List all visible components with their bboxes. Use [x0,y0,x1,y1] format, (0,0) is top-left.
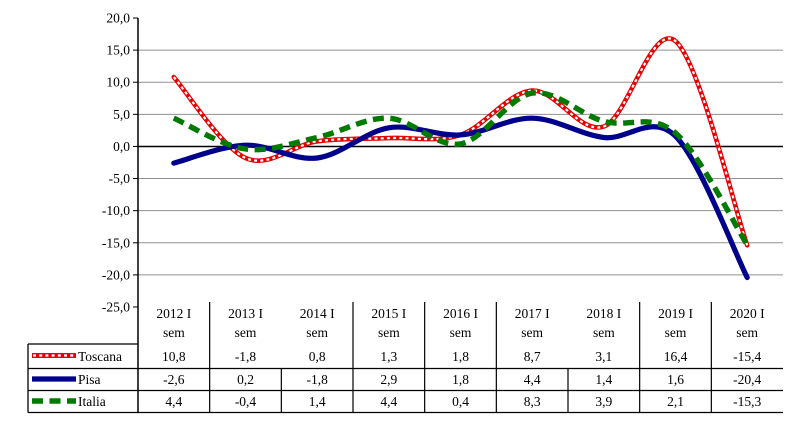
y-axis-label: -25,0 [102,300,130,315]
table-cell-toscana-6: 3,1 [595,349,612,364]
table-cell-toscana-1: -1,8 [235,349,257,364]
table-column-header-sem: sem [378,325,400,340]
table-column-header-sem: sem [163,325,185,340]
y-axis-label: 10,0 [106,75,130,90]
table-cell-italia-8: -15,3 [733,394,761,409]
y-axis-label: -20,0 [102,267,130,282]
y-axis-label: -5,0 [109,171,131,186]
table-column-header: 2013 I [228,306,263,321]
table-column-header-sem: sem [736,325,758,340]
table-cell-toscana-5: 8,7 [524,349,541,364]
legend-label-italia: Italia [78,394,106,409]
table-cell-italia-4: 0,4 [452,394,469,409]
table-cell-toscana-8: -15,4 [733,349,761,364]
table-column-header-sem: sem [450,325,472,340]
table-cell-pisa-4: 1,8 [452,372,469,387]
table-column-header: 2017 I [515,306,550,321]
legend-label-toscana: Toscana [78,349,122,364]
table-column-header-sem: sem [235,325,257,340]
table-cell-italia-0: 4,4 [165,394,182,409]
table-cell-italia-7: 2,1 [667,394,684,409]
table-column-header: 2018 I [586,306,621,321]
table-column-header: 2015 I [371,306,406,321]
table-column-header: 2014 I [300,306,335,321]
table-column-header-sem: sem [306,325,328,340]
table-cell-pisa-7: 1,6 [667,372,684,387]
table-column-header: 2012 I [156,306,191,321]
table-column-header-sem: sem [521,325,543,340]
table-cell-toscana-3: 1,3 [380,349,397,364]
table-cell-italia-2: 1,4 [309,394,326,409]
table-cell-toscana-2: 0,8 [309,349,326,364]
table-column-header-sem: sem [593,325,615,340]
table-column-header: 2020 I [730,306,765,321]
table-cell-pisa-1: 0,2 [237,372,254,387]
table-column-header: 2016 I [443,306,478,321]
y-axis-label: 20,0 [106,11,130,26]
y-axis-label: 15,0 [106,43,130,58]
table-cell-italia-5: 8,3 [524,394,541,409]
y-axis-label: -10,0 [102,203,130,218]
table-cell-pisa-5: 4,4 [524,372,541,387]
table-cell-italia-1: -0,4 [235,394,257,409]
table-cell-italia-3: 4,4 [380,394,397,409]
series-line-toscana-dot-pattern [172,37,749,246]
table-cell-pisa-3: 2,9 [380,372,397,387]
table-cell-toscana-4: 1,8 [452,349,469,364]
table-cell-italia-6: 3,9 [595,394,612,409]
table-column-header: 2019 I [658,306,693,321]
y-axis-label: -15,0 [102,235,130,250]
table-cell-pisa-2: -1,8 [306,372,328,387]
y-axis-label: 5,0 [113,107,130,122]
series-line-italia [172,90,750,247]
table-cell-toscana-0: 10,8 [162,349,186,364]
table-cell-pisa-8: -20,4 [733,372,761,387]
table-cell-pisa-6: 1,4 [595,372,612,387]
legend-label-pisa: Pisa [78,372,101,387]
table-cell-toscana-7: 16,4 [664,349,688,364]
table-cell-pisa-0: -2,6 [163,372,185,387]
table-column-header-sem: sem [665,325,687,340]
y-axis-label: 0,0 [113,139,130,154]
